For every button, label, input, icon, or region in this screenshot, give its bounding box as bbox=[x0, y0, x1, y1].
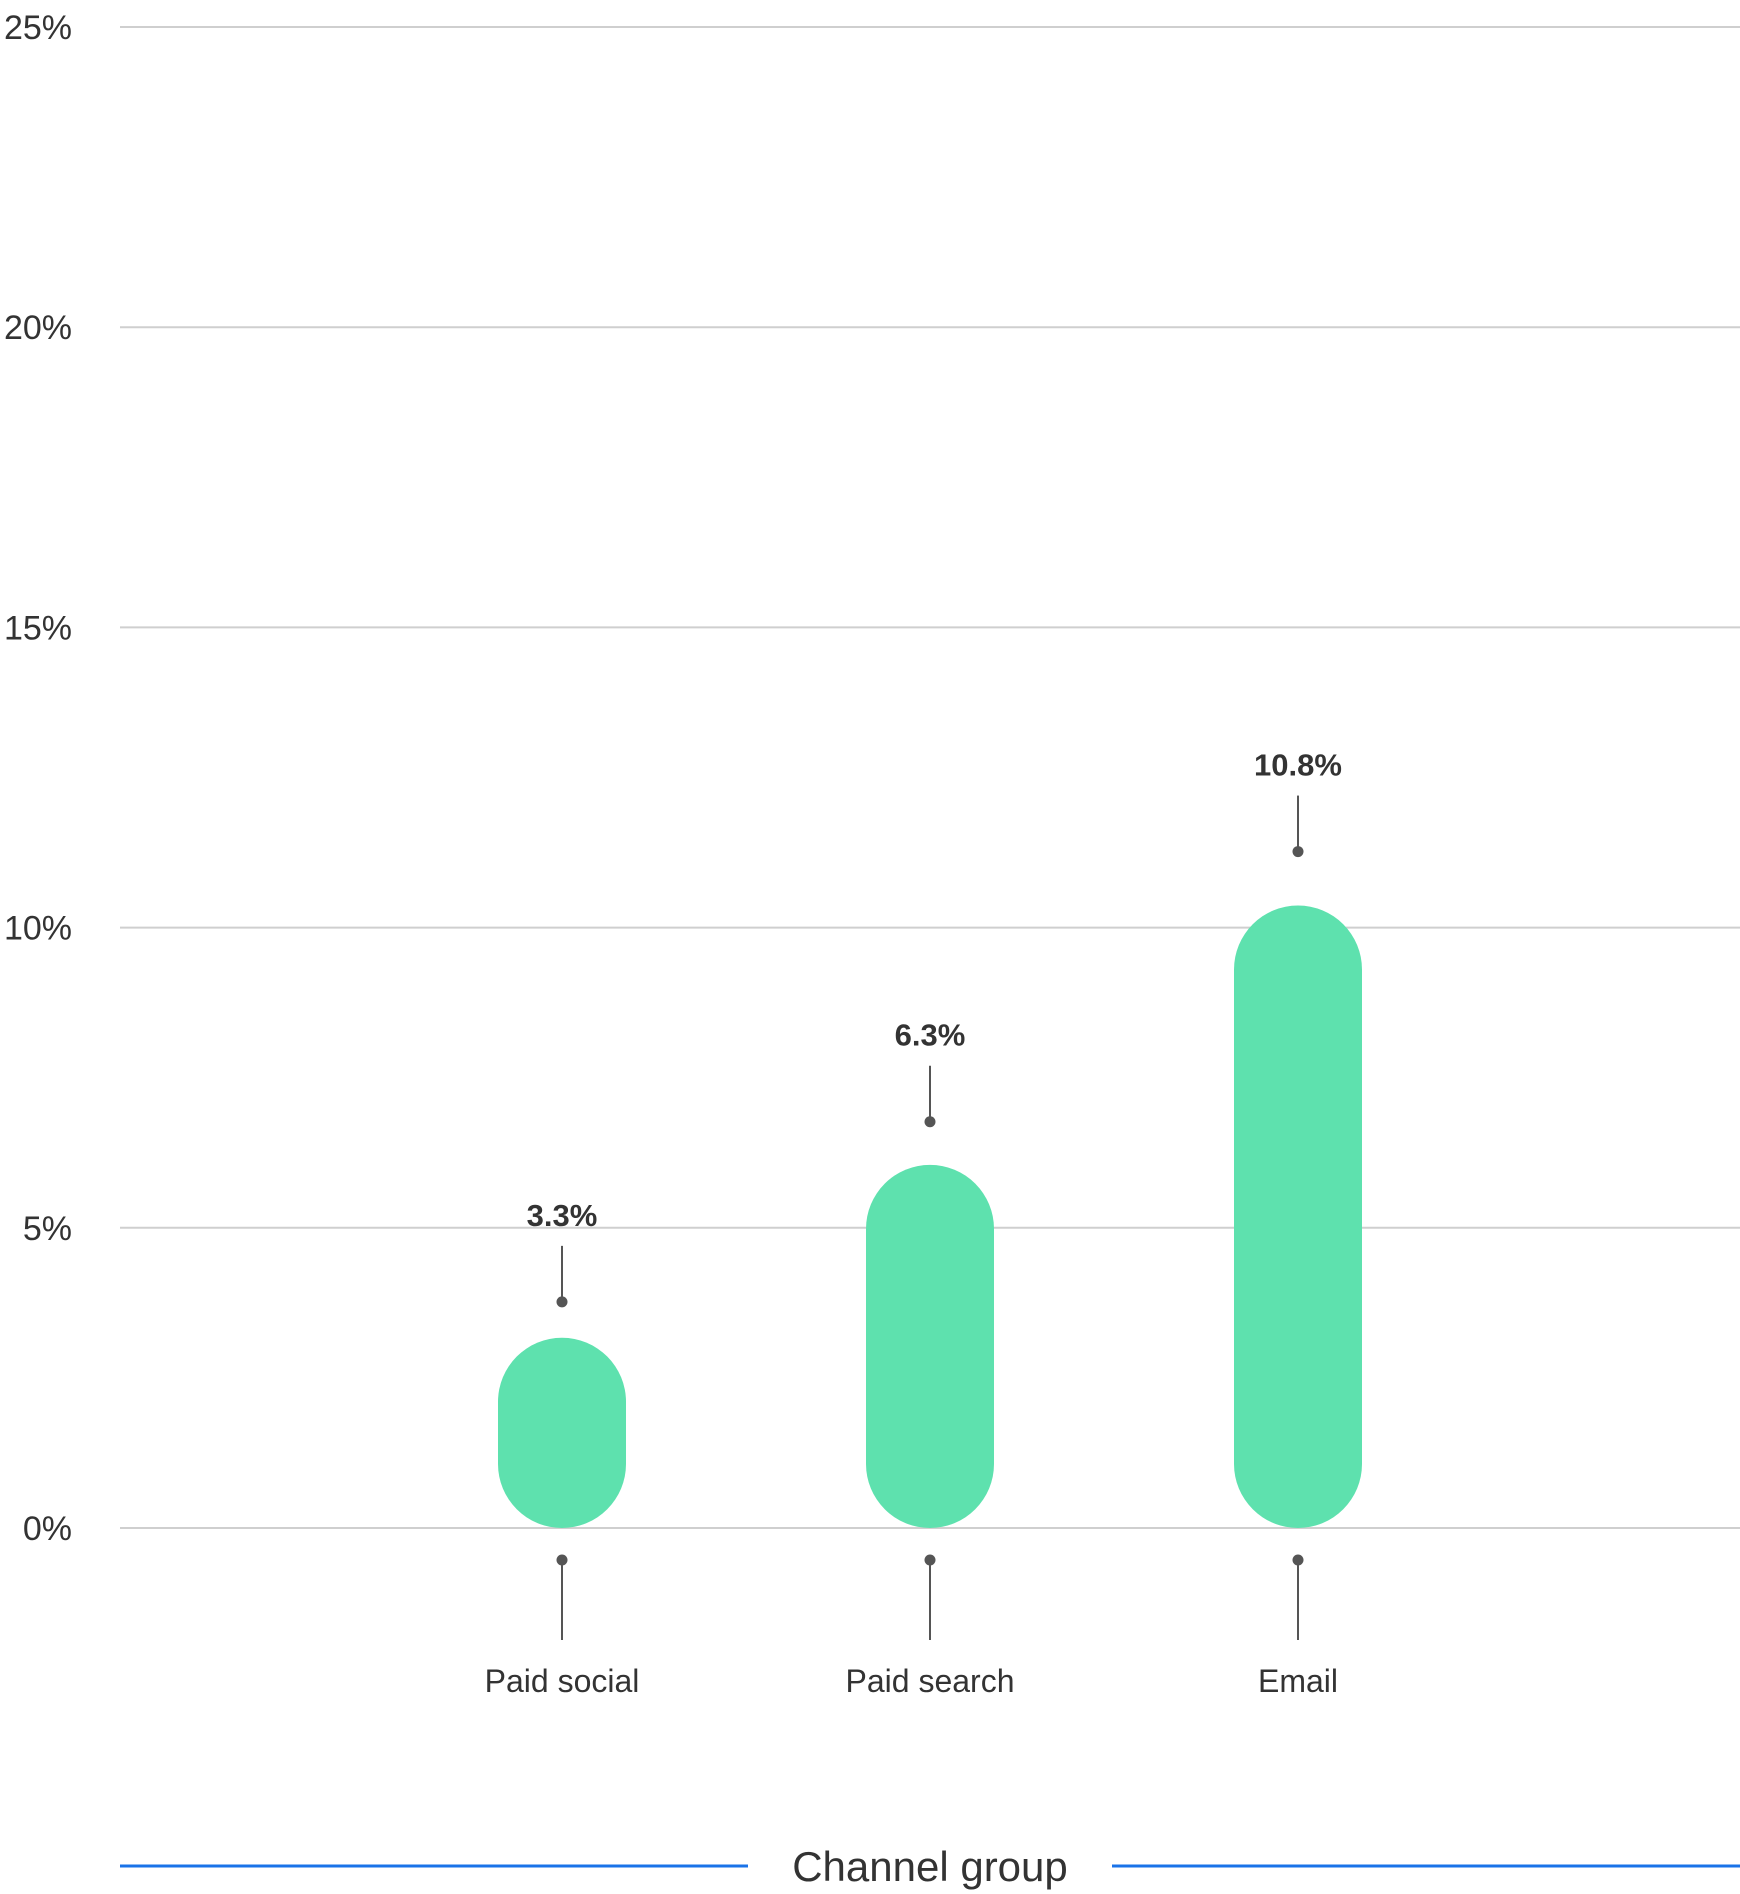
category-label: Paid search bbox=[846, 1663, 1015, 1699]
gridlines bbox=[120, 26, 1740, 1529]
y-tick-label: 10% bbox=[4, 910, 72, 948]
y-tick-label: 25% bbox=[4, 9, 72, 47]
y-axis-ticks: 0% 5% 10% 15% 20% 25% bbox=[4, 9, 72, 1548]
x-axis-title: Channel group bbox=[792, 1843, 1068, 1890]
data-labels: 3.3% 6.3% 10.8% bbox=[527, 748, 1342, 1308]
value-label: 10.8% bbox=[1254, 748, 1342, 783]
category-label: Paid social bbox=[485, 1663, 640, 1699]
value-label-dot bbox=[924, 1116, 936, 1128]
bar bbox=[498, 1337, 626, 1528]
category-labels: Paid social Paid search Email bbox=[485, 1554, 1338, 1699]
category-label: Email bbox=[1258, 1663, 1338, 1699]
y-tick-label: 20% bbox=[4, 309, 72, 347]
bar bbox=[866, 1164, 994, 1528]
value-label-dot bbox=[1292, 846, 1304, 858]
bar bbox=[1234, 905, 1362, 1528]
value-label: 3.3% bbox=[527, 1198, 598, 1233]
value-label: 6.3% bbox=[895, 1018, 966, 1053]
x-axis-title-group: Channel group bbox=[120, 1843, 1740, 1890]
y-tick-label: 15% bbox=[4, 609, 72, 647]
y-tick-label: 0% bbox=[23, 1510, 72, 1548]
bars bbox=[498, 905, 1362, 1528]
value-label-dot bbox=[556, 1296, 568, 1308]
y-tick-label: 5% bbox=[23, 1210, 72, 1248]
